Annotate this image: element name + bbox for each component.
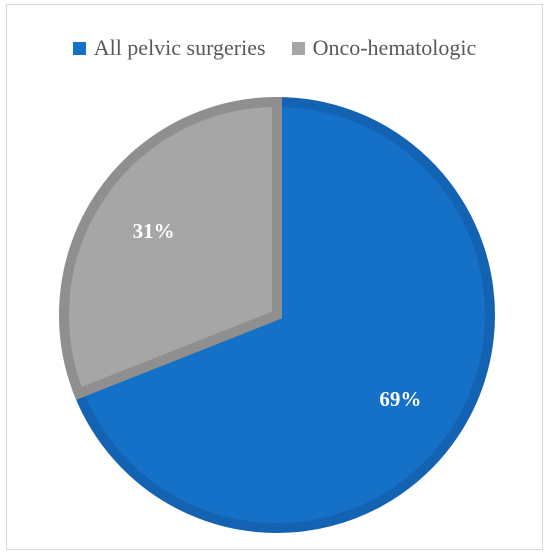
legend-item-all-pelvic-surgeries: All pelvic surgeries: [72, 35, 266, 61]
data-label-all-pelvic-surgeries: 69%: [379, 387, 421, 411]
pie-slice-onco-hematologic: [59, 96, 282, 400]
pie-chart: 69% 31%: [59, 96, 495, 533]
legend: All pelvic surgeries Onco-hematologic: [7, 35, 542, 61]
data-label-onco-hematologic: 31%: [133, 219, 175, 243]
pie-slice-all-pelvic-surgeries: [72, 96, 495, 533]
legend-swatch-all-pelvic-surgeries: [72, 41, 86, 55]
legend-swatch-onco-hematologic: [291, 41, 305, 55]
chart-area: All pelvic surgeries Onco-hematologic 69…: [6, 4, 543, 550]
legend-item-onco-hematologic: Onco-hematologic: [291, 35, 477, 61]
legend-label-onco-hematologic: Onco-hematologic: [312, 35, 477, 60]
legend-label-all-pelvic-surgeries: All pelvic surgeries: [93, 35, 266, 60]
